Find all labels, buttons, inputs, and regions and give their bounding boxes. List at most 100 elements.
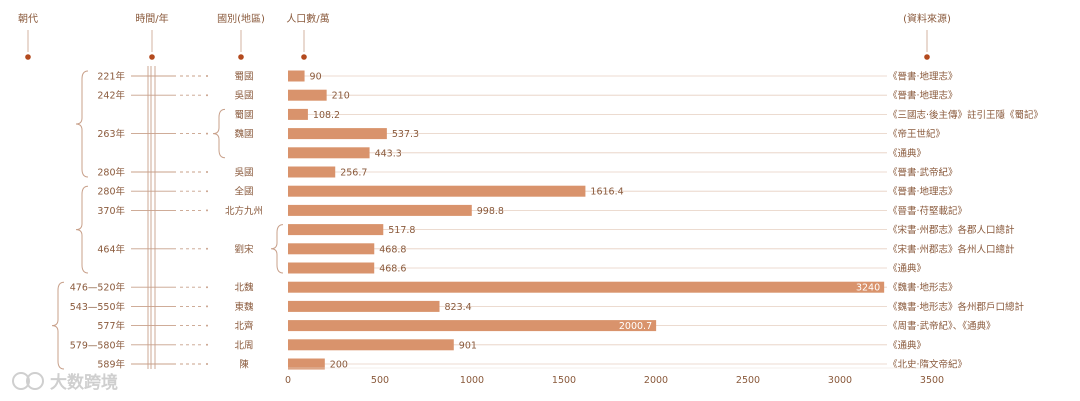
bar-value-label: 256.7 (340, 168, 367, 179)
bar-value-label: 998.8 (477, 206, 504, 217)
state-label: 蜀國 (234, 110, 253, 121)
bar (288, 108, 308, 120)
x-tick-label: 500 (371, 375, 389, 386)
year-dot (206, 363, 208, 365)
year-label: 476—520年 (70, 282, 126, 294)
bar (288, 204, 472, 216)
state-label: 東魏 (234, 301, 254, 313)
source-label: 《通典》 (888, 147, 926, 159)
x-tick-label: 0 (285, 375, 291, 386)
header-state: 國別(地區) (217, 12, 265, 25)
bar (288, 128, 387, 140)
bar-value-label: 468.6 (379, 264, 406, 275)
bar-value-label: 200 (330, 360, 348, 371)
year-dot (206, 324, 208, 327)
bar (288, 358, 325, 370)
source-label: 《晉書·地理志》 (888, 90, 958, 102)
year-dot (206, 209, 208, 212)
x-tick-label: 3000 (828, 375, 852, 386)
year-dot (206, 171, 208, 173)
x-tick-label: 1000 (460, 375, 484, 386)
x-tick-label: 1500 (552, 375, 576, 386)
header-dot-population (301, 54, 307, 60)
bar (288, 185, 586, 197)
year-label: 579—580年 (70, 339, 126, 351)
source-label: 《通典》 (888, 339, 926, 351)
state-label: 北齊 (234, 320, 254, 332)
year-label: 280年 (97, 167, 125, 179)
bar-value-label: 108.2 (313, 110, 340, 121)
year-dot (206, 247, 208, 250)
bar (288, 224, 384, 236)
bar (288, 89, 327, 101)
bar (288, 339, 454, 351)
state-label: 陳 (239, 360, 249, 371)
bar-value-label: 1616.4 (590, 187, 623, 198)
bar (288, 70, 305, 82)
header-dot-dynasty (25, 54, 31, 60)
year-dot (206, 75, 208, 77)
source-label: 《晉書·苻堅載記》 (888, 205, 967, 217)
year-dot (206, 132, 208, 135)
bar-value-label: 517.8 (388, 225, 415, 236)
state-brace-liu-song (270, 224, 284, 274)
year-label: 464年 (97, 243, 125, 255)
bar-value-label: 901 (459, 340, 477, 351)
year-label: 221年 (97, 71, 125, 83)
source-label: 《宋書·州郡志》各郡人口總計 (888, 224, 1015, 236)
x-tick-label: 2000 (644, 375, 668, 386)
watermark-text: 大数跨境 (50, 372, 118, 393)
year-dot (206, 190, 208, 193)
header-population: 人口數/萬 (286, 12, 329, 25)
year-label: 577年 (97, 320, 125, 332)
bar (288, 166, 336, 178)
bar-value-label: 443.3 (375, 148, 402, 159)
source-label: 《北史·隋文帝紀》 (888, 359, 967, 371)
year-label: 280年 (97, 186, 125, 198)
bar-value-label: 2000.7 (619, 321, 652, 332)
bar-value-label: 90 (310, 72, 322, 83)
year-dot (206, 286, 208, 289)
watermark-logo-icon (26, 372, 44, 390)
state-label: 北魏 (234, 282, 254, 294)
source-label: 《晉書·地理志》 (888, 71, 958, 83)
dynasty-brace-three-kingdoms (75, 70, 89, 178)
state-label: 蜀國 (234, 72, 253, 83)
state-label: 北周 (234, 340, 253, 351)
year-label: 263年 (97, 128, 125, 140)
year-label: 543—550年 (70, 301, 126, 313)
state-label: 全國 (234, 186, 253, 198)
source-label: 《帝王世紀》 (888, 128, 945, 140)
bar (288, 300, 440, 312)
bar-value-label: 537.3 (392, 129, 419, 140)
state-label: 吳國 (234, 168, 253, 179)
dynasty-brace-jin-song (75, 185, 89, 274)
year-label: 242年 (97, 90, 125, 102)
year-label: 589年 (97, 359, 125, 371)
bar (288, 147, 370, 159)
bar (288, 320, 657, 332)
watermark-logo-icon (12, 372, 30, 390)
source-label: 《周書·武帝紀》、《通典》 (888, 320, 996, 332)
source-label: 《三國志·後主傳》註引王隱《蜀記》 (888, 109, 1043, 121)
state-label: 劉宋 (234, 243, 254, 255)
header-dynasty: 朝代 (18, 13, 38, 25)
bar-value-label: 468.8 (379, 244, 406, 255)
header-source: (資料來源) (903, 12, 951, 25)
bar-value-label: 210 (332, 91, 350, 102)
year-dot (206, 343, 208, 346)
state-label: 魏國 (234, 128, 253, 140)
state-label: 北方九州 (225, 205, 263, 217)
bar (288, 243, 375, 255)
year-dot (206, 94, 208, 97)
source-label: 《晉書·武帝紀》 (888, 167, 958, 179)
bar (288, 281, 885, 293)
x-tick-label: 2500 (736, 375, 760, 386)
header-dot-source (924, 54, 930, 60)
bar (288, 262, 375, 274)
source-label: 《通典》 (888, 263, 926, 275)
header-time: 時間/年 (135, 12, 168, 25)
header-dot-state (238, 54, 244, 60)
source-label: 《晉書·地理志》 (888, 186, 958, 198)
